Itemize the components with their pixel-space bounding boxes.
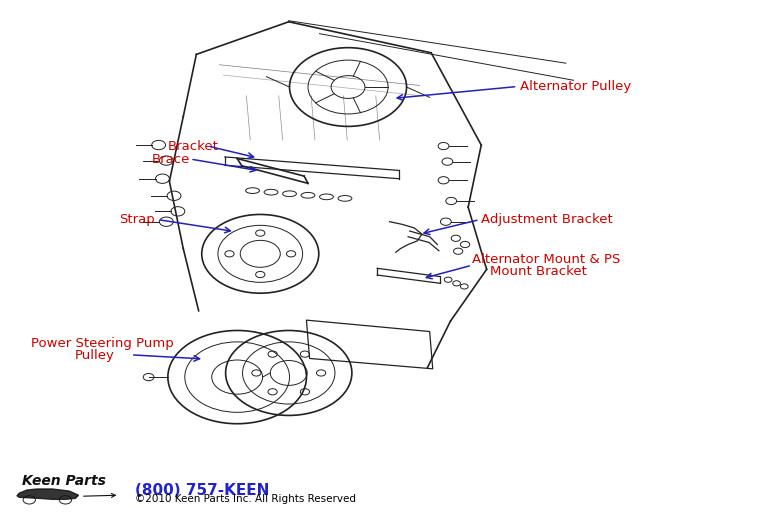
Text: Brace: Brace (152, 152, 190, 166)
Text: (800) 757-KEEN: (800) 757-KEEN (135, 483, 270, 497)
Text: ©2010 Keen Parts Inc. All Rights Reserved: ©2010 Keen Parts Inc. All Rights Reserve… (135, 494, 356, 505)
Text: Power Steering Pump: Power Steering Pump (31, 337, 173, 350)
Text: Keen Parts: Keen Parts (22, 473, 105, 488)
Text: Alternator Pulley: Alternator Pulley (520, 80, 631, 93)
Text: Pulley: Pulley (75, 349, 115, 363)
Text: Bracket: Bracket (168, 139, 219, 153)
Polygon shape (17, 489, 79, 499)
Text: Alternator Mount & PS: Alternator Mount & PS (472, 252, 621, 266)
Text: Mount Bracket: Mount Bracket (490, 265, 587, 278)
Text: Adjustment Bracket: Adjustment Bracket (481, 213, 613, 226)
Text: Strap: Strap (119, 213, 155, 226)
